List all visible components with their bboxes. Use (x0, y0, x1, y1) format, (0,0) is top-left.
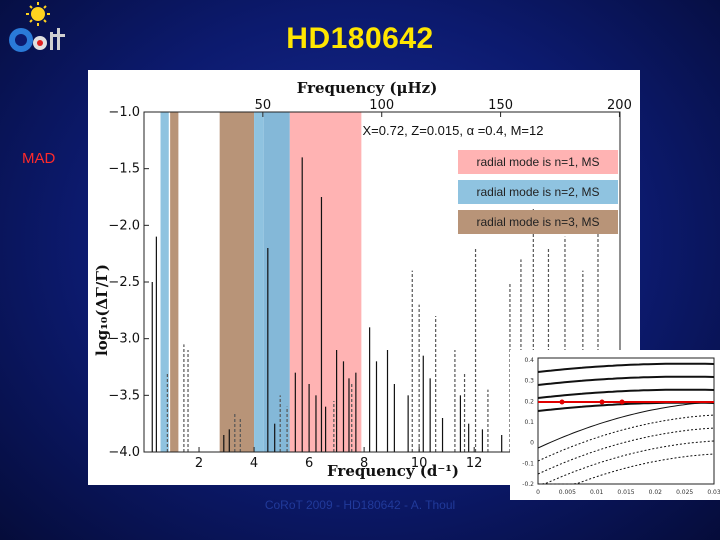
inset-marker (619, 399, 625, 405)
top-tick-label: 50 (255, 98, 272, 113)
inset-y-tick: 0.2 (524, 398, 534, 405)
frequency-band (289, 112, 362, 452)
corot-logo (9, 2, 65, 52)
inset-x-tick: 0.005 (559, 489, 576, 496)
inset-x-tick: 0 (536, 489, 540, 496)
y-tick-label: −4.0 (108, 445, 140, 460)
slide-footer: CoRoT 2009 - HD180642 - A. Thoul (264, 498, 456, 512)
top-tick-label: 100 (369, 98, 394, 113)
top-tick-label: 200 (607, 98, 632, 113)
x-axis-title: Frequency (d⁻¹) (327, 462, 459, 480)
inset-curve (537, 427, 715, 475)
inset-curve (537, 362, 715, 373)
inset-curve (537, 388, 715, 399)
inset-x-tick: 0.03 (707, 489, 720, 496)
main-chart: −1.0 −1.5 −2.0 −2.5 −3.0 −3.5 −4.0 2 4 6 8 10 12 50 10… (93, 79, 632, 480)
x-tick-label: 10 (411, 456, 428, 471)
inset-x-tick: 0.01 (590, 489, 604, 496)
top-axis-title: Frequency (μHz) (297, 79, 438, 97)
model-parameters-annotation: X=0.72, Z=0.015, α =0.4, M=12 (363, 123, 544, 138)
y-tick-label: −1.0 (108, 105, 140, 120)
inset-marker (559, 399, 565, 405)
inset-curve (538, 440, 715, 485)
y-tick-label: −2.0 (108, 218, 140, 233)
y-axis-title: log₁₀(ΔΓ/Γ) (93, 264, 111, 356)
legend-label: radial mode is n=2, MS (476, 185, 599, 199)
legend-label: radial mode is n=1, MS (476, 155, 599, 169)
legend-box (458, 180, 618, 204)
side-label-mad: MAD (22, 150, 56, 167)
frequency-band (160, 112, 169, 452)
inset-y-tick: 0.3 (524, 378, 534, 385)
inset-curve (537, 414, 715, 462)
inset-x-tick: 0.02 (649, 489, 663, 496)
x-tick-label: 4 (250, 456, 258, 471)
inset-y-tick: 0 (530, 440, 534, 447)
y-tick-label: −2.5 (108, 275, 140, 290)
inset-y-tick: -0.2 (522, 481, 534, 488)
inset-curve (537, 375, 715, 386)
legend-label: radial mode is n=3, MS (476, 215, 599, 229)
inset-curve (538, 453, 715, 485)
y-tick-label: −3.0 (108, 332, 140, 347)
x-tick-label: 2 (195, 456, 203, 471)
legend-box (458, 150, 618, 174)
inset-y-tick: 0.4 (524, 357, 534, 364)
frequency-band (254, 112, 264, 452)
y-tick-label: −1.5 (108, 162, 140, 177)
x-tick-label: 6 (305, 456, 313, 471)
inset-curve (537, 401, 715, 449)
inset-y-tick: 0.1 (524, 419, 534, 426)
frequency-band (219, 112, 255, 452)
x-tick-label: 8 (360, 456, 368, 471)
x-tick-label: 12 (466, 456, 483, 471)
legend-box (458, 210, 618, 234)
inset-marker (599, 399, 605, 405)
inset-y-tick: -0.1 (522, 460, 534, 467)
inset-x-tick: 0.025 (676, 489, 693, 496)
frequency-band (170, 112, 179, 452)
top-tick-label: 150 (488, 98, 513, 113)
inset-chart-panel: 0 0.005 0.01 0.015 0.02 0.025 0.03 0.4 0.3 0.2 0.1… (510, 350, 720, 500)
y-tick-label: −3.5 (108, 388, 140, 403)
slide-title: HD180642 (286, 22, 434, 55)
inset-chart: 0 0.005 0.01 0.015 0.02 0.025 0.03 0.4 0.3 0.2 0.1… (522, 357, 720, 496)
inset-x-tick: 0.015 (617, 489, 634, 496)
